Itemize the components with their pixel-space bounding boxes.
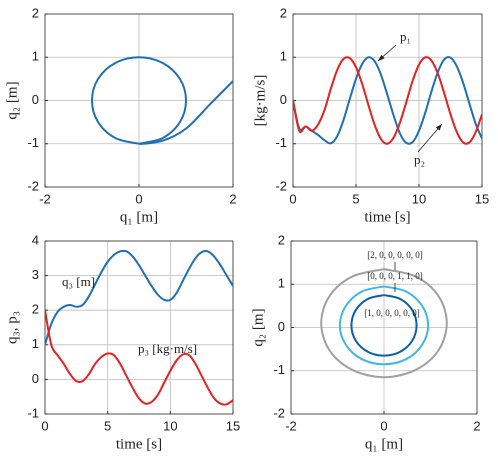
y-tick-label: 0 <box>32 92 39 107</box>
data-line <box>90 56 233 145</box>
y-tick-label: 2 <box>278 232 285 247</box>
series-label: p₂ <box>414 152 425 167</box>
y-tick-label: -1 <box>273 362 285 377</box>
x-tick-label: 2 <box>229 191 236 206</box>
axes-box <box>44 13 234 188</box>
y-tick-label: 1 <box>32 336 39 351</box>
y-tick-label: 2 <box>32 302 39 317</box>
y-tick-label: 0 <box>278 319 285 334</box>
plot-area <box>45 241 233 414</box>
y-tick-label: -2 <box>27 178 39 193</box>
data-line <box>45 310 233 406</box>
y-tick-label: 1 <box>32 49 39 64</box>
subplot: -2 0 2 -2 -1 0 1 2 q₁ [m] q₂ [m] <box>4 5 236 225</box>
x-axis-label: time [s] <box>364 209 410 225</box>
x-tick-label: 10 <box>412 191 426 206</box>
series-label: q₃ [m] <box>62 274 95 289</box>
axes-box <box>44 240 234 415</box>
x-tick-label: -2 <box>39 191 51 206</box>
x-tick-label: 0 <box>289 191 296 206</box>
x-tick-label: 5 <box>104 418 111 433</box>
series-label: p₃ [kg·m/s] <box>138 341 197 356</box>
y-tick-label: -1 <box>27 405 39 420</box>
arrow-head <box>378 54 385 61</box>
x-tick-label: 15 <box>226 418 240 433</box>
subplot: 0 5 10 15 -2 -1 0 1 2 p₁ p₂ time [s] [kg·m/s] <box>252 5 489 225</box>
arrow-head <box>435 124 442 131</box>
x-axis-label: time [s] <box>116 436 162 452</box>
series-label: p₁ <box>400 29 411 44</box>
y-axis-label: [kg·m/s] <box>252 75 268 127</box>
x-tick-label: 5 <box>352 191 359 206</box>
x-tick-label: 15 <box>475 191 489 206</box>
y-tick-label: 1 <box>280 49 287 64</box>
x-tick-label: 10 <box>163 418 177 433</box>
axes-box <box>290 240 478 415</box>
x-tick-label: 0 <box>41 418 48 433</box>
y-tick-label: 3 <box>32 267 39 282</box>
y-tick-label: -2 <box>275 178 287 193</box>
data-line <box>338 285 430 366</box>
series-label: [0, 0, 0, 1, 1, 0] <box>367 271 423 281</box>
x-tick-label: 2 <box>473 418 480 433</box>
y-axis-label: q₂ [m] <box>4 81 20 119</box>
data-line <box>293 56 482 145</box>
data-line <box>320 268 448 379</box>
y-axis-label: q₃, p₃ <box>4 311 20 344</box>
x-axis-label: q₁ [m] <box>365 436 403 452</box>
y-tick-label: 0 <box>32 371 39 386</box>
x-tick-label: 0 <box>380 418 387 433</box>
y-tick-label: 1 <box>278 276 285 291</box>
series-label: [1, 0, 0, 0, 0, 0] <box>364 308 420 318</box>
data-line <box>293 56 482 145</box>
subplot: -2 0 2 -2 -1 0 1 2 [2, 0, 0, 0, 0, 0] [0, 0, 0, 1… <box>250 232 480 452</box>
data-line <box>45 249 233 346</box>
series-label: [2, 0, 0, 0, 0, 0] <box>367 250 423 260</box>
y-tick-label: 2 <box>32 5 39 20</box>
y-tick-label: -2 <box>273 405 285 420</box>
x-axis-label: q₁ [m] <box>120 209 158 225</box>
y-axis-label: q₂ [m] <box>250 308 266 346</box>
y-tick-label: 2 <box>280 5 287 20</box>
y-tick-label: 4 <box>32 232 39 247</box>
y-tick-label: 0 <box>280 92 287 107</box>
y-tick-label: -1 <box>27 135 39 150</box>
data-line <box>350 294 418 357</box>
x-tick-label: 0 <box>135 191 142 206</box>
y-tick-label: -1 <box>275 135 287 150</box>
x-tick-label: -2 <box>285 418 297 433</box>
